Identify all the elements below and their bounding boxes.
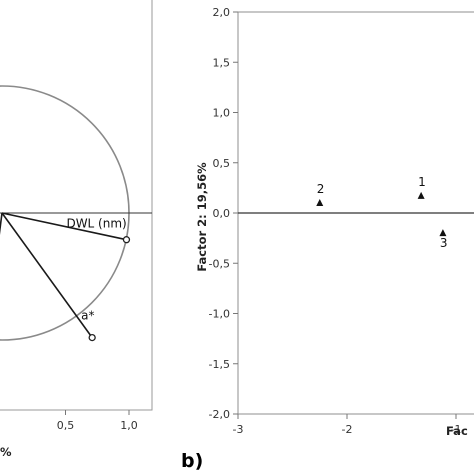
y-tick-label: -0,5 [209, 257, 230, 270]
variable-vector [1, 212, 93, 339]
point-marker [316, 198, 324, 206]
panel-a-plot-area: 0,5 1,0 DWL (nm) a* [0, 85, 152, 432]
variable-label: DWL (nm) [66, 217, 126, 231]
panel-b-ylabel: Factor 2: 19,56% [195, 162, 209, 272]
variable-point [122, 236, 131, 244]
y-tick-label: 0,0 [213, 207, 231, 220]
variable-point [88, 333, 96, 342]
x-tick-label: -2 [342, 423, 353, 436]
y-tick-label: 1,5 [213, 56, 231, 69]
panel-b-label: b) [181, 450, 203, 472]
y-tick-label: -1,5 [209, 358, 230, 371]
point-label: 2 [317, 182, 325, 196]
panel-b-xlabel-fragment: Fac [446, 424, 468, 438]
y-tick-label: 2,0 [213, 6, 231, 19]
y-tick-label: 1,0 [213, 107, 231, 120]
panel-a-xlabel-fragment: % [0, 445, 12, 459]
variable-vector [1, 212, 127, 241]
y-tick-label: -1,0 [209, 308, 230, 321]
y-tick-label: -2,0 [209, 408, 230, 421]
panel-a-frame [0, 0, 153, 411]
y-tick-label: 0,5 [213, 157, 231, 170]
variable-vector [0, 212, 3, 236]
variable-label: a* [81, 309, 94, 323]
point-marker [417, 191, 425, 199]
x-tick-label: -1 [451, 423, 462, 436]
x-tick-label: -3 [233, 423, 244, 436]
correlation-circle-panel: 0,5 1,0 DWL (nm) a* % [0, 0, 153, 459]
point-marker [439, 229, 447, 237]
factor-scores-panel: b) Factor 2: 19,56% 2,0 1,5 1,0 0,5 0,0 -0,5 -… [181, 6, 474, 472]
x-tick-label: 1,0 [120, 419, 138, 432]
panel-b-plot-area: 2,0 1,5 1,0 0,5 0,0 -0,5 -1,0 -1,5 -2,0-3 -2 -1 1 2 3 [209, 6, 474, 436]
point-label: 3 [440, 236, 448, 250]
point-label: 1 [418, 175, 426, 189]
x-tick-label: 0,5 [57, 419, 75, 432]
